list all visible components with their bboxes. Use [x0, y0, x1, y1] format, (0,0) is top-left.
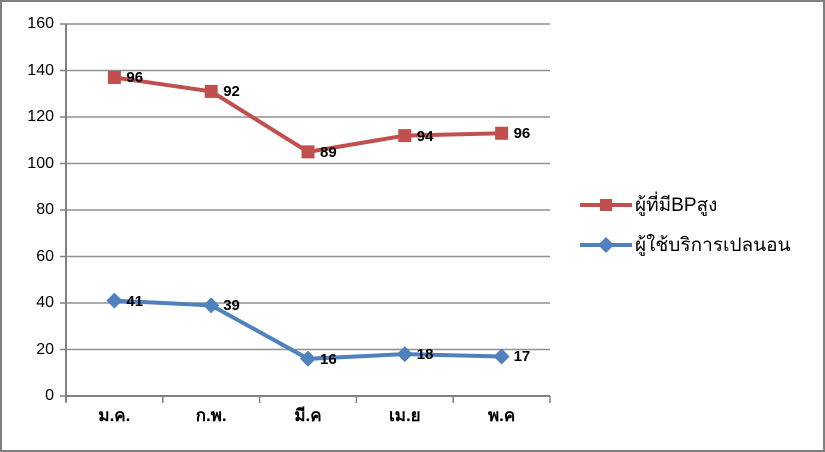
series-line-0	[114, 75, 502, 154]
legend-label-stretcher-users: ผู้ใช้บริการเปลนอน	[635, 235, 791, 256]
data-label: 96	[126, 69, 144, 87]
y-axis-label: 80	[36, 201, 54, 218]
y-axis-label: 160	[27, 15, 54, 32]
legend-item-bp-high: ผู้ที่มีBPสูง	[580, 190, 791, 220]
marker-square	[398, 129, 412, 143]
chart-legend: ผู้ที่มีBPสูง ผู้ใช้บริการเปลนอน	[580, 190, 791, 260]
y-axis-label: 120	[27, 108, 54, 125]
data-label: 96	[513, 125, 531, 143]
legend-marker-square-icon	[580, 199, 632, 211]
data-label: 89	[320, 143, 337, 161]
x-axis-label: เม.ย	[388, 406, 421, 425]
data-label: 17	[513, 348, 531, 366]
x-axis-label: มี.ค	[294, 406, 322, 425]
marker-diamond	[300, 350, 316, 367]
data-label: 39	[223, 297, 240, 315]
y-axis-label: 100	[27, 154, 54, 172]
x-axis-label: ม.ค.	[98, 406, 131, 425]
y-axis-label: 60	[36, 247, 54, 265]
data-label: 16	[320, 350, 337, 368]
data-label: 18	[416, 346, 434, 364]
marker-square	[301, 145, 315, 159]
data-label: 92	[223, 83, 240, 101]
legend-item-stretcher-users: ผู้ใช้บริการเปลนอน	[580, 230, 791, 260]
legend-label-bp-high: ผู้ที่มีBPสูง	[635, 195, 718, 216]
data-label: 41	[126, 292, 144, 310]
marker-square	[495, 126, 509, 140]
y-axis-label: 0	[45, 387, 54, 404]
marker-diamond	[396, 346, 413, 363]
data-label: 94	[416, 127, 434, 145]
marker-square	[204, 84, 218, 98]
y-axis-label: 40	[36, 294, 54, 311]
x-axis-label: ก.พ.	[195, 406, 227, 425]
legend-marker-diamond-icon	[580, 237, 632, 253]
y-axis-label: 140	[27, 61, 54, 79]
marker-diamond	[106, 292, 123, 309]
marker-diamond	[493, 348, 510, 365]
x-axis-label: พ.ค	[487, 406, 516, 425]
y-axis-label: 20	[36, 340, 54, 358]
marker-square	[107, 70, 121, 84]
marker-diamond	[203, 297, 220, 314]
